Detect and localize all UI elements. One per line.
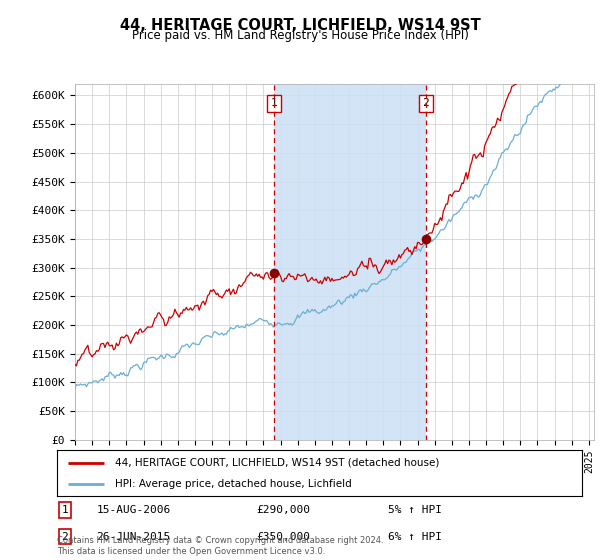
Text: 2: 2 — [62, 531, 68, 542]
Text: 2: 2 — [422, 99, 429, 108]
Text: 26-JUN-2015: 26-JUN-2015 — [97, 531, 170, 542]
Text: 6% ↑ HPI: 6% ↑ HPI — [388, 531, 442, 542]
Text: 1: 1 — [62, 505, 68, 515]
Text: 5% ↑ HPI: 5% ↑ HPI — [388, 505, 442, 515]
Text: 1: 1 — [271, 99, 277, 108]
Bar — [274, 84, 426, 440]
Text: Contains HM Land Registry data © Crown copyright and database right 2024.
This d: Contains HM Land Registry data © Crown c… — [57, 536, 383, 556]
Text: £350,000: £350,000 — [257, 531, 311, 542]
Text: 15-AUG-2006: 15-AUG-2006 — [97, 505, 170, 515]
Text: 44, HERITAGE COURT, LICHFIELD, WS14 9ST: 44, HERITAGE COURT, LICHFIELD, WS14 9ST — [119, 18, 481, 34]
Text: 44, HERITAGE COURT, LICHFIELD, WS14 9ST (detached house): 44, HERITAGE COURT, LICHFIELD, WS14 9ST … — [115, 458, 439, 468]
Text: Price paid vs. HM Land Registry's House Price Index (HPI): Price paid vs. HM Land Registry's House … — [131, 29, 469, 42]
Text: HPI: Average price, detached house, Lichfield: HPI: Average price, detached house, Lich… — [115, 479, 352, 489]
Text: £290,000: £290,000 — [257, 505, 311, 515]
